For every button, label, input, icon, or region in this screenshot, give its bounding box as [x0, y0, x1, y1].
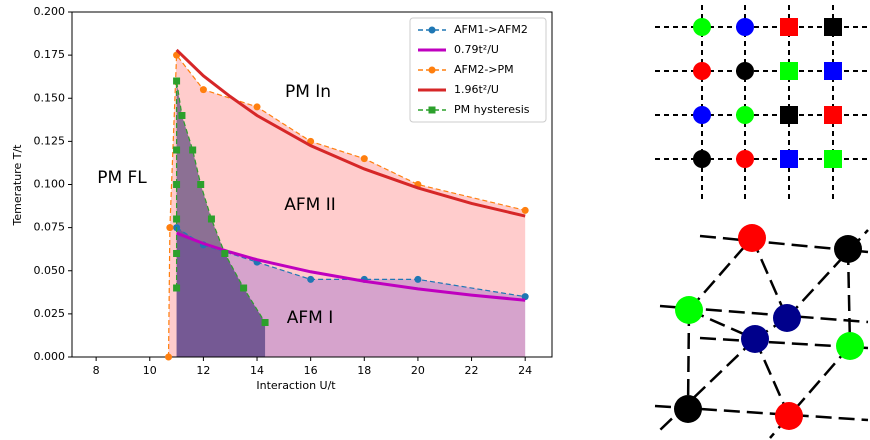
x-tick-label: 24 [518, 364, 532, 377]
cube-edge [788, 345, 851, 417]
legend-marker [428, 66, 436, 74]
y-tick-label: 0.200 [34, 5, 66, 18]
data-point [207, 215, 215, 223]
site [824, 62, 842, 80]
legend-marker [428, 106, 436, 114]
cube-edge [686, 309, 691, 410]
y-tick-label: 0.075 [34, 221, 66, 234]
site [675, 296, 703, 324]
data-point [261, 319, 269, 326]
legend-label: 0.79t²/U [454, 43, 499, 56]
y-tick-label: 0.025 [34, 307, 66, 320]
site [736, 150, 754, 168]
cube-diagram [654, 224, 869, 439]
site [836, 332, 864, 360]
legend-box [409, 17, 547, 123]
site [741, 325, 769, 353]
x-tick-label: 14 [250, 364, 264, 377]
site [674, 395, 702, 423]
x-tick-label: 10 [143, 364, 157, 377]
site [736, 18, 754, 36]
site [824, 150, 842, 168]
x-tick-label: 12 [196, 364, 210, 377]
site [736, 62, 754, 80]
annotation: PM FL [97, 168, 147, 188]
y-tick-label: 0.125 [34, 134, 66, 147]
series-line [175, 48, 526, 218]
cube-edge [846, 248, 852, 347]
data-point [414, 275, 422, 283]
data-point [173, 215, 181, 223]
data-point [165, 353, 173, 361]
data-point [221, 250, 229, 257]
data-point [173, 77, 181, 85]
x-axis-label: Interaction U/t [256, 379, 336, 392]
y-axis-label: Temerature T/t [11, 144, 24, 227]
legend-label: AFM1->AFM2 [454, 23, 528, 36]
site [780, 106, 798, 124]
site [834, 235, 862, 263]
annotation: AFM II [284, 195, 336, 215]
legend-marker [428, 26, 436, 34]
data-point [253, 103, 261, 111]
legend-label: PM hysteresis [454, 103, 530, 116]
annotation: PM In [285, 82, 331, 102]
data-point [307, 275, 315, 283]
x-tick-label: 22 [465, 364, 479, 377]
y-tick-label: 0.000 [34, 350, 66, 363]
site [693, 150, 711, 168]
annotation: AFM I [287, 308, 334, 328]
data-point [173, 284, 181, 292]
cube-edge [659, 338, 756, 431]
cube-edge [688, 237, 753, 311]
x-tick-label: 20 [411, 364, 425, 377]
data-point [173, 250, 181, 257]
data-point [521, 206, 529, 214]
site [780, 62, 798, 80]
x-tick-label: 18 [357, 364, 371, 377]
phase-fill [168, 55, 526, 357]
site [693, 106, 711, 124]
cube-edge [750, 237, 789, 319]
series-line [176, 231, 526, 302]
x-tick-label: 16 [304, 364, 318, 377]
data-point [173, 181, 181, 188]
site [780, 150, 798, 168]
data-point [189, 146, 197, 154]
lattice-diagram [655, 5, 870, 202]
data-point [240, 284, 248, 292]
data-point [166, 224, 174, 232]
data-point [178, 112, 186, 119]
site [824, 18, 842, 36]
data-point [197, 181, 205, 188]
data-point [173, 146, 181, 154]
data-point [199, 86, 207, 94]
y-tick-label: 0.050 [34, 264, 66, 277]
x-tick-label: 8 [93, 364, 100, 377]
site [738, 224, 766, 252]
site [736, 106, 754, 124]
data-point [360, 155, 368, 163]
site [775, 402, 803, 430]
site [780, 18, 798, 36]
y-tick-label: 0.100 [34, 178, 66, 191]
cube-edge [753, 338, 791, 417]
legend-label: AFM2->PM [454, 63, 514, 76]
site [693, 62, 711, 80]
site [824, 106, 842, 124]
y-tick-label: 0.150 [34, 91, 66, 104]
site [773, 304, 801, 332]
legend-label: 1.96t²/U [454, 83, 499, 96]
site [693, 18, 711, 36]
y-tick-label: 0.175 [34, 48, 66, 61]
data-point [521, 293, 529, 301]
